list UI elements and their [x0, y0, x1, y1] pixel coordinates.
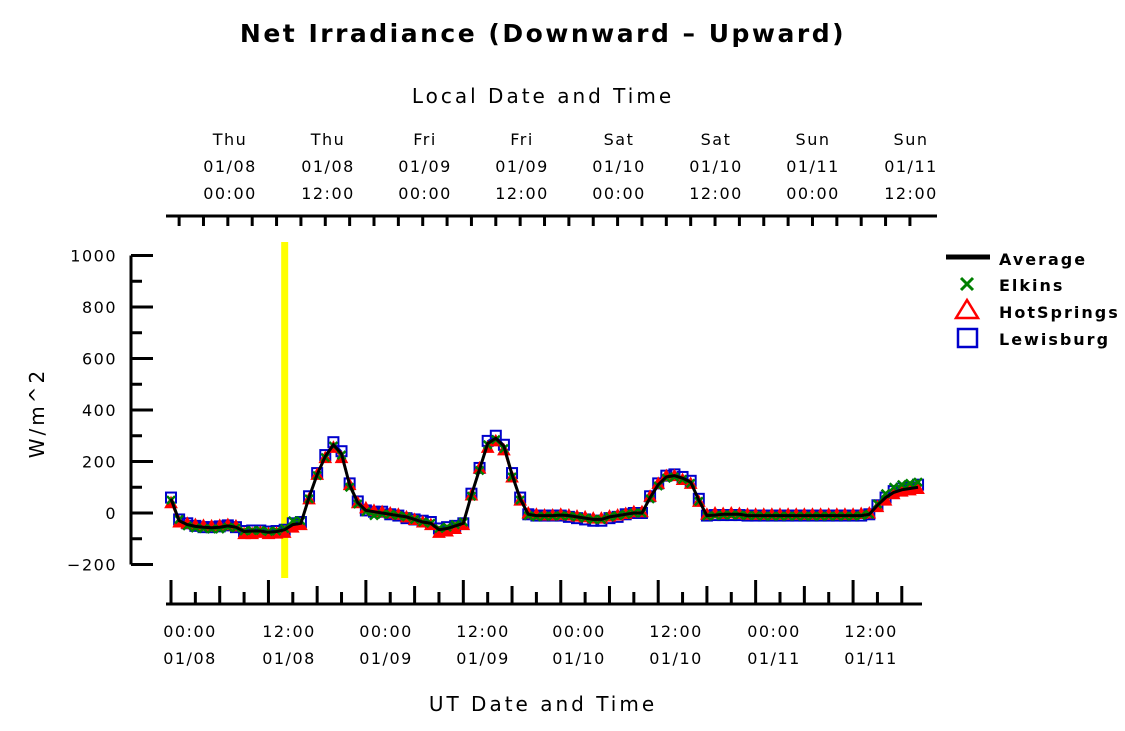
- top-tick-date: 01/08: [301, 157, 355, 176]
- top-tick-day: Sun: [796, 130, 831, 149]
- marker-line: [281, 242, 289, 578]
- point-elkins: [913, 477, 923, 487]
- bottom-tick-date: 01/08: [163, 649, 217, 668]
- legend-label-average: Average: [999, 250, 1087, 269]
- top-tick-date: 01/08: [203, 157, 257, 176]
- top-tick-date: 01/11: [884, 157, 938, 176]
- bottom-tick-date: 01/11: [747, 649, 801, 668]
- legend: Average Elkins HotSprings Lewisburg: [946, 250, 1120, 349]
- legend-label-elkins: Elkins: [999, 276, 1064, 295]
- legend-swatch-elkins: [959, 276, 975, 292]
- y-tick-label: 600: [82, 350, 117, 369]
- bottom-axis: 00:00 01/08 12:00 01/08 00:00 01/09 12:00 01/09…: [163, 580, 922, 668]
- bottom-tick-date: 01/10: [552, 649, 606, 668]
- bottom-tick-date: 01/10: [649, 649, 703, 668]
- top-tick-time: 00:00: [592, 184, 646, 203]
- top-tick-time: 12:00: [495, 184, 549, 203]
- series-line-average: [169, 436, 919, 534]
- top-tick-date: 01/10: [592, 157, 646, 176]
- legend-swatch-hotsprings: [953, 297, 981, 320]
- y-tick-label: 200: [82, 453, 117, 472]
- bottom-tick-time: 00:00: [163, 622, 217, 641]
- top-tick-day: Fri: [510, 130, 534, 149]
- top-tick-time: 00:00: [203, 184, 257, 203]
- bottom-axis-title: UT Date and Time: [429, 692, 657, 716]
- top-tick-time: 12:00: [884, 184, 938, 203]
- top-tick-time: 00:00: [786, 184, 840, 203]
- point-elkins: [905, 478, 915, 489]
- bottom-tick-time: 00:00: [552, 622, 606, 641]
- top-tick-time: 12:00: [301, 184, 355, 203]
- legend-item-hotsprings: HotSprings: [953, 297, 1120, 322]
- legend-label-lewisburg: Lewisburg: [999, 330, 1110, 349]
- y-tick-label: 800: [82, 298, 117, 317]
- series-hotsprings: [164, 433, 925, 540]
- bottom-tick-date: 01/09: [456, 649, 510, 668]
- bottom-tick-time: 12:00: [456, 622, 510, 641]
- y-tick-label: −200: [67, 556, 117, 575]
- y-tick-label: 1000: [70, 247, 117, 266]
- top-tick-day: Sat: [701, 130, 732, 149]
- top-tick-time: 12:00: [689, 184, 743, 203]
- top-tick-day: Fri: [413, 130, 437, 149]
- top-tick-time: 00:00: [398, 184, 452, 203]
- y-axis: 1000 800 600 400 200 0 −200: [67, 247, 153, 575]
- top-tick-day: Thu: [310, 130, 346, 149]
- bottom-tick-date: 01/11: [844, 649, 898, 668]
- legend-item-average: Average: [946, 250, 1087, 269]
- bottom-tick-date: 01/09: [359, 649, 413, 668]
- top-tick-date: 01/09: [398, 157, 452, 176]
- bottom-tick-date: 01/08: [262, 649, 316, 668]
- y-tick-label: 400: [82, 401, 117, 420]
- point-elkins: [888, 482, 899, 493]
- top-tick-date: 01/09: [495, 157, 549, 176]
- legend-swatch-lewisburg: [956, 327, 979, 349]
- legend-item-lewisburg: Lewisburg: [956, 327, 1110, 349]
- top-axis: Thu 01/08 00:00 Thu 01/08 12:00 Fri 01/09 00:00 F…: [166, 130, 938, 226]
- top-axis-title: Local Date and Time: [412, 84, 674, 108]
- series-average: [169, 436, 919, 534]
- y-axis-title: W/m^2: [25, 368, 49, 458]
- series-layer: [164, 429, 925, 540]
- bottom-tick-time: 00:00: [747, 622, 801, 641]
- legend-label-hotsprings: HotSprings: [999, 303, 1120, 322]
- current-time-marker: [281, 242, 289, 578]
- legend-item-elkins: Elkins: [959, 276, 1064, 295]
- chart-title: Net Irradiance (Downward – Upward): [240, 19, 846, 48]
- top-tick-day: Thu: [212, 130, 248, 149]
- top-tick-date: 01/11: [786, 157, 840, 176]
- bottom-tick-time: 12:00: [649, 622, 703, 641]
- top-tick-day: Sat: [604, 130, 635, 149]
- bottom-tick-time: 12:00: [844, 622, 898, 641]
- top-tick-day: Sun: [894, 130, 929, 149]
- point-elkins: [896, 479, 907, 490]
- bottom-tick-time: 12:00: [262, 622, 316, 641]
- y-tick-label: 0: [105, 504, 117, 523]
- bottom-tick-time: 00:00: [359, 622, 413, 641]
- top-tick-date: 01/10: [689, 157, 743, 176]
